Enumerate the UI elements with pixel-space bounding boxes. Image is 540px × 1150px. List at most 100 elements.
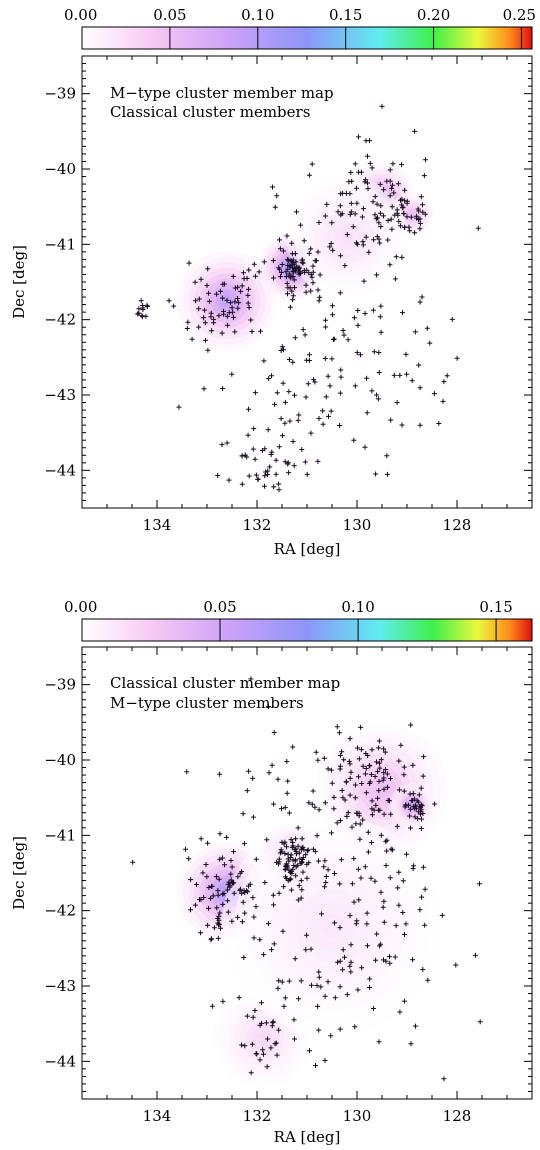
member-marker-426 <box>328 241 334 246</box>
member-marker-320 <box>402 932 407 937</box>
member-marker-434 <box>316 807 322 813</box>
member-marker-335 <box>394 400 400 405</box>
member-marker-174 <box>381 770 387 776</box>
member-marker-352 <box>275 985 281 991</box>
member-marker-400 <box>454 355 460 361</box>
member-marker-215 <box>421 754 427 760</box>
member-marker-26 <box>214 291 219 297</box>
x-tick-label: 128 <box>443 1107 472 1125</box>
member-marker-304 <box>265 1036 271 1042</box>
member-marker-329 <box>365 943 370 949</box>
member-marker-66 <box>292 285 297 291</box>
member-marker-165 <box>360 206 366 212</box>
member-marker-414 <box>330 247 336 253</box>
member-marker-153 <box>387 193 393 199</box>
member-marker-56 <box>220 855 225 861</box>
member-marker-356 <box>289 887 295 893</box>
member-marker-398 <box>329 220 335 226</box>
member-marker-59 <box>203 337 208 343</box>
member-marker-65 <box>183 846 188 852</box>
member-marker-239 <box>401 764 407 770</box>
member-marker-443 <box>316 969 322 975</box>
member-marker-115 <box>310 846 316 852</box>
member-marker-118 <box>310 269 316 275</box>
member-marker-50 <box>221 311 227 317</box>
annotation-line-2: M−type cluster members <box>110 694 304 712</box>
member-marker-185 <box>356 134 361 140</box>
member-marker-316 <box>377 314 383 320</box>
member-marker-16 <box>206 905 212 911</box>
member-marker-402 <box>356 897 362 903</box>
member-marker-340 <box>271 275 276 281</box>
member-marker-375 <box>319 911 324 917</box>
x-tick-label: 130 <box>343 1107 372 1125</box>
member-marker-365 <box>444 373 450 379</box>
member-marker-278 <box>291 463 297 469</box>
member-marker-442 <box>269 947 275 953</box>
member-marker-407 <box>314 983 320 988</box>
member-marker-441 <box>403 921 409 927</box>
member-marker-369 <box>282 995 288 1001</box>
member-marker-244 <box>329 780 335 786</box>
member-marker-78 <box>198 897 204 903</box>
member-marker-322 <box>286 978 292 984</box>
member-marker-62 <box>242 890 248 896</box>
member-marker-254 <box>369 806 375 812</box>
member-marker-250 <box>265 472 271 478</box>
member-marker-255 <box>376 778 382 784</box>
member-marker-33 <box>192 902 198 908</box>
member-marker-382 <box>317 272 323 278</box>
member-marker-321 <box>403 351 409 357</box>
member-marker-327 <box>388 417 394 423</box>
member-marker-12 <box>225 322 231 328</box>
member-marker-306 <box>272 204 278 210</box>
member-marker-116 <box>284 281 290 286</box>
member-marker-211 <box>368 772 374 777</box>
member-marker-435 <box>318 984 324 990</box>
member-marker-37 <box>235 305 241 311</box>
member-marker-313 <box>263 1020 269 1026</box>
member-marker-445 <box>313 258 319 264</box>
member-marker-401 <box>298 847 304 853</box>
colorbar-label: 0.10 <box>341 598 374 616</box>
member-marker-83 <box>264 837 270 843</box>
member-marker-132 <box>295 825 301 831</box>
member-marker-234 <box>376 738 382 744</box>
member-marker-272 <box>412 814 418 820</box>
member-marker-101 <box>293 873 299 879</box>
member-marker-94 <box>297 856 303 862</box>
member-marker-88 <box>281 248 286 254</box>
member-marker-207 <box>354 810 360 816</box>
y-tick-labels: −39 −40 −41 −42 −43 −44 <box>44 676 76 1071</box>
y-tick-label: −40 <box>44 751 76 769</box>
member-marker-425 <box>239 1042 245 1048</box>
member-marker-343 <box>240 811 246 817</box>
member-marker-192 <box>340 190 346 196</box>
member-marker-437 <box>325 979 331 985</box>
member-marker-416 <box>381 898 387 904</box>
member-marker-304 <box>352 383 358 389</box>
member-marker-358 <box>401 211 407 217</box>
y-tick-label: −39 <box>44 676 76 694</box>
member-marker-484 <box>250 814 256 820</box>
member-marker-314 <box>291 1017 297 1023</box>
colorbar-label: 0.05 <box>153 6 186 24</box>
colorbar-label: 0.20 <box>417 6 450 24</box>
member-marker-323 <box>225 881 231 887</box>
member-marker-233 <box>375 769 381 775</box>
member-marker-427 <box>298 978 304 984</box>
member-marker-74 <box>201 895 207 900</box>
member-marker-52 <box>189 336 195 342</box>
member-marker-106 <box>277 246 283 252</box>
member-marker-171 <box>363 177 369 183</box>
member-marker-104 <box>297 265 303 271</box>
member-marker-372 <box>347 913 353 919</box>
member-marker-206 <box>394 823 400 829</box>
member-marker-294 <box>242 1043 248 1049</box>
member-marker-156 <box>384 178 390 184</box>
member-marker-420 <box>365 849 371 855</box>
member-marker-447 <box>351 899 357 905</box>
member-marker-95 <box>292 251 298 257</box>
member-marker-384 <box>245 300 251 306</box>
member-marker-18 <box>239 890 245 896</box>
